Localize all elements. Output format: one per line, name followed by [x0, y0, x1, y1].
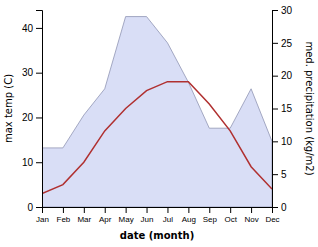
tick-mark — [36, 117, 42, 118]
plot: JanFebMarAprMayJunJulAugSepOctNovDec0102… — [3, 5, 315, 241]
x-axis-title: date (month) — [120, 230, 194, 241]
tick-mark — [272, 141, 278, 142]
tick-mark — [230, 207, 231, 213]
tick: Apr — [99, 207, 112, 224]
axis-line — [273, 11, 279, 208]
chart: JanFebMarAprMayJunJulAugSepOctNovDec0102… — [0, 0, 318, 247]
tick: May — [119, 207, 134, 224]
tick-mark — [36, 207, 42, 208]
y-axis-title: max temp (C) — [3, 74, 14, 143]
tick: Jun — [141, 207, 154, 224]
tick: Mar — [77, 207, 91, 224]
tick-mark — [272, 76, 278, 77]
tick-label: Jul — [163, 215, 173, 224]
tick: 20 — [272, 70, 293, 81]
tick-label: 30 — [281, 5, 293, 16]
tick-label: 30 — [22, 67, 34, 78]
tick-label: Feb — [57, 215, 71, 224]
tick: Jan — [36, 207, 49, 224]
y-axis: 0 10 20 30 40 — [22, 11, 43, 213]
tick-mark — [84, 207, 85, 213]
tick: 15 — [272, 103, 293, 114]
tick-label: Mar — [77, 215, 91, 224]
tick-mark — [126, 207, 127, 213]
tick-mark — [36, 28, 42, 29]
tick: 0 — [27, 202, 42, 213]
tick-label: 40 — [22, 23, 34, 34]
tick: 30 — [272, 5, 293, 16]
x-axis: Jan Feb Mar Apr May Jun Jul Aug Sep Oct Nov Dec — [36, 207, 280, 224]
marks — [42, 17, 272, 207]
tick-mark — [272, 109, 278, 110]
tick: Nov — [244, 207, 258, 224]
precip-area — [42, 17, 272, 207]
tick-label: 15 — [281, 103, 293, 114]
tick-label: Oct — [224, 215, 237, 224]
tick-label: 5 — [281, 169, 287, 180]
tick: 10 — [272, 136, 293, 147]
tick: 10 — [22, 157, 42, 168]
tick-mark — [209, 207, 210, 213]
tick-mark — [272, 10, 278, 11]
tick-label: May — [119, 215, 134, 224]
y2-axis: 0 5 10 15 20 25 30 — [272, 5, 293, 213]
tick: Oct — [224, 207, 237, 224]
tick-label: Jan — [36, 215, 49, 224]
tick-mark — [105, 207, 106, 213]
axis-line — [43, 208, 273, 214]
tick-label: Nov — [244, 215, 258, 224]
tick: Sep — [203, 207, 218, 224]
tick-mark — [36, 162, 42, 163]
tick-label: Aug — [182, 215, 196, 224]
tick-mark — [272, 207, 278, 208]
tick-label: 10 — [22, 157, 34, 168]
tick-label: Sep — [203, 215, 218, 224]
tick: Jul — [163, 207, 173, 224]
tick-label: Apr — [99, 215, 112, 224]
tick: 0 — [272, 202, 287, 213]
tick: 5 — [272, 169, 287, 180]
tick-mark — [272, 174, 278, 175]
tick: 25 — [272, 38, 293, 49]
tick-mark — [251, 207, 252, 213]
tick-label: 10 — [281, 136, 293, 147]
tick-mark — [63, 207, 64, 213]
tick: Dec — [265, 207, 279, 224]
tick-label: 0 — [281, 202, 287, 213]
temp-line — [42, 82, 272, 194]
y2-axis-title: med. precipitation (kg/m2) — [304, 41, 315, 175]
tick-label: Jun — [141, 215, 154, 224]
tick: 40 — [22, 23, 42, 34]
tick-label: 0 — [27, 202, 33, 213]
tick-mark — [272, 43, 278, 44]
tick-label: 25 — [281, 38, 293, 49]
tick: Feb — [57, 207, 71, 224]
tick-mark — [147, 207, 148, 213]
tick-mark — [188, 207, 189, 213]
tick: 20 — [22, 112, 42, 123]
tick-mark — [36, 73, 42, 74]
tick-label: 20 — [281, 70, 293, 81]
tick: 30 — [22, 67, 42, 78]
tick-mark — [167, 207, 168, 213]
tick: Aug — [182, 207, 196, 224]
tick-label: 20 — [22, 112, 34, 123]
axis-line — [36, 11, 43, 208]
tick-label: Dec — [265, 215, 279, 224]
